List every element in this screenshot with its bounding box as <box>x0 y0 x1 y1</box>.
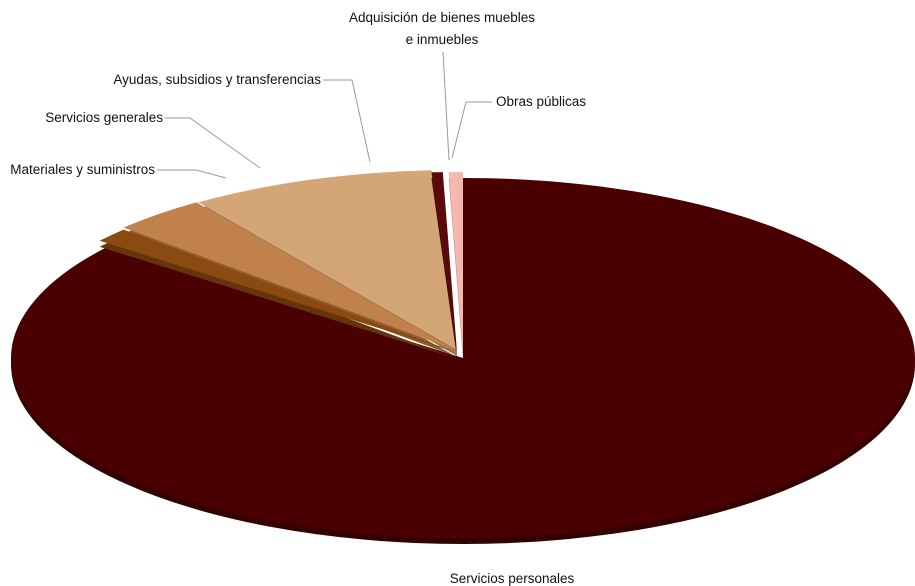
label-ayudas-subsidios-y-transferencias: Ayudas, subsidios y transferencias <box>113 72 321 87</box>
label-obras-publicas: Obras públicas <box>496 94 586 109</box>
label-line-servicios-generales: Servicios generales <box>45 110 163 125</box>
leader-line-servicios-generales <box>165 117 261 169</box>
slice-servicios-personales <box>11 178 915 538</box>
slice-side-adquisicion-de-bienes-muebles-e-inmuebles <box>431 178 457 358</box>
slice-ayudas-subsidios-y-transferencias <box>198 170 457 350</box>
leader-line-materiales-y-suministros <box>157 169 227 179</box>
label-materiales-y-suministros: Materiales y suministros <box>10 162 155 177</box>
label-servicios-generales: Servicios generales <box>45 110 163 125</box>
label-line-ayudas-subsidios-y-transferencias: Ayudas, subsidios y transferencias <box>113 72 321 87</box>
slice-labels: Servicios personales Materiales y suminis… <box>10 10 586 586</box>
slice-materiales-y-suministros <box>99 229 455 352</box>
label-adquisicion-de-bienes-muebles-e-inmuebles: Adquisición de bienes muebles e inmuebles <box>349 10 535 47</box>
leader-lines <box>157 51 492 179</box>
slice-adquisicion-de-bienes-muebles-e-inmuebles <box>431 172 457 352</box>
leader-line-adquisicion-de-bienes-muebles-e-inmuebles <box>442 51 450 161</box>
label-line-servicios-personales: Servicios personales <box>450 571 575 586</box>
label-line-materiales-y-suministros: Materiales y suministros <box>10 162 155 177</box>
label-servicios-personales: Servicios personales <box>450 571 575 586</box>
leader-line-ayudas-subsidios-y-transferencias <box>323 79 371 163</box>
label-line-adquisicion-de-bienes-muebles-e-inmuebles: e inmuebles <box>406 32 479 47</box>
slice-obras-publicas <box>448 172 463 352</box>
label-line-adquisicion-de-bienes-muebles-e-inmuebles: Adquisición de bienes muebles <box>349 10 535 25</box>
label-line-obras-publicas: Obras públicas <box>496 94 586 109</box>
pie-slices <box>11 170 915 544</box>
leader-line-obras-publicas <box>451 101 492 159</box>
slice-servicios-generales <box>123 202 456 350</box>
